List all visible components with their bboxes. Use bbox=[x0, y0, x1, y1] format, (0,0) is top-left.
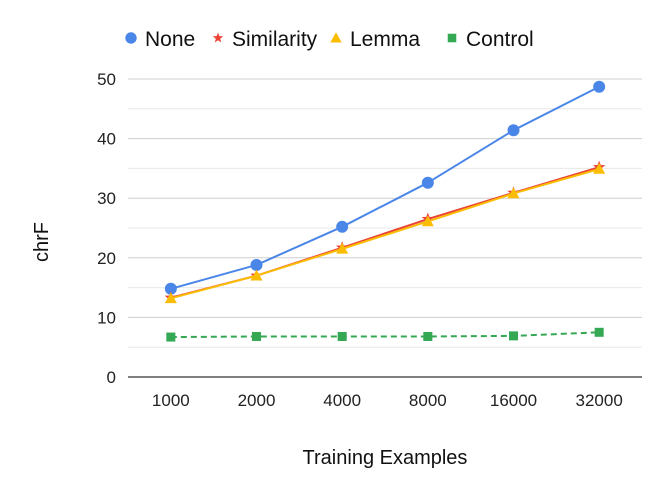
y-tick-label: 0 bbox=[107, 368, 116, 387]
x-axis-title: Training Examples bbox=[303, 447, 468, 469]
legend-label: None bbox=[145, 28, 195, 51]
data-point-lemma bbox=[593, 162, 606, 174]
data-point-lemma bbox=[164, 292, 177, 304]
legend-marker bbox=[125, 32, 137, 44]
legend: None Similarity Lemma Control bbox=[125, 28, 534, 51]
series-none bbox=[164, 80, 606, 295]
data-point-none bbox=[593, 80, 606, 93]
data-point-control bbox=[166, 332, 176, 342]
y-tick-label: 20 bbox=[97, 249, 116, 268]
legend-marker bbox=[330, 32, 342, 43]
data-point-control bbox=[509, 331, 518, 341]
data-point-control bbox=[337, 331, 347, 341]
y-axis-title: chrF bbox=[31, 222, 53, 262]
x-tick-label: 8000 bbox=[409, 391, 447, 410]
x-tick-label: 32000 bbox=[576, 391, 623, 410]
axes: 0 10 20 30 40 50 1000 2000 4000 8000 16000 32000 bbox=[97, 70, 642, 410]
legend-label: Control bbox=[466, 28, 534, 51]
data-point-lemma bbox=[421, 215, 434, 227]
legend-marker bbox=[212, 32, 224, 43]
y-tick-label: 30 bbox=[97, 189, 116, 208]
gridlines bbox=[128, 78, 642, 348]
x-tick-label: 4000 bbox=[323, 391, 361, 410]
series-line-none bbox=[170, 85, 600, 290]
legend-item-similarity: Similarity bbox=[212, 28, 318, 51]
legend-label: Lemma bbox=[350, 28, 420, 51]
x-tick-label: 1000 bbox=[152, 391, 190, 410]
y-tick-label: 50 bbox=[97, 70, 116, 89]
data-point-control bbox=[423, 331, 433, 341]
data-point-none bbox=[164, 282, 177, 295]
legend-item-lemma: Lemma bbox=[330, 28, 420, 51]
data-point-lemma bbox=[336, 242, 349, 254]
data-point-lemma bbox=[250, 269, 263, 281]
data-point-control bbox=[594, 327, 604, 337]
legend-item-control: Control bbox=[447, 28, 534, 51]
data-point-control bbox=[252, 331, 261, 341]
series-line-lemma bbox=[170, 168, 600, 300]
legend-label: Similarity bbox=[232, 28, 318, 51]
data-point-none bbox=[507, 124, 520, 137]
legend-item-none: None bbox=[125, 28, 195, 51]
series-lemma bbox=[164, 162, 606, 304]
x-tick-label: 16000 bbox=[490, 391, 537, 410]
y-tick-label: 10 bbox=[97, 308, 116, 327]
legend-marker bbox=[447, 33, 457, 43]
data-point-lemma bbox=[507, 187, 520, 199]
data-point-none bbox=[421, 176, 434, 189]
x-tick-label: 2000 bbox=[238, 391, 276, 410]
y-tick-label: 40 bbox=[97, 130, 116, 149]
series-line-control bbox=[170, 331, 600, 339]
data-point-none bbox=[336, 220, 349, 233]
series-control bbox=[166, 327, 604, 342]
series-group bbox=[164, 80, 606, 342]
data-point-none bbox=[250, 258, 263, 271]
